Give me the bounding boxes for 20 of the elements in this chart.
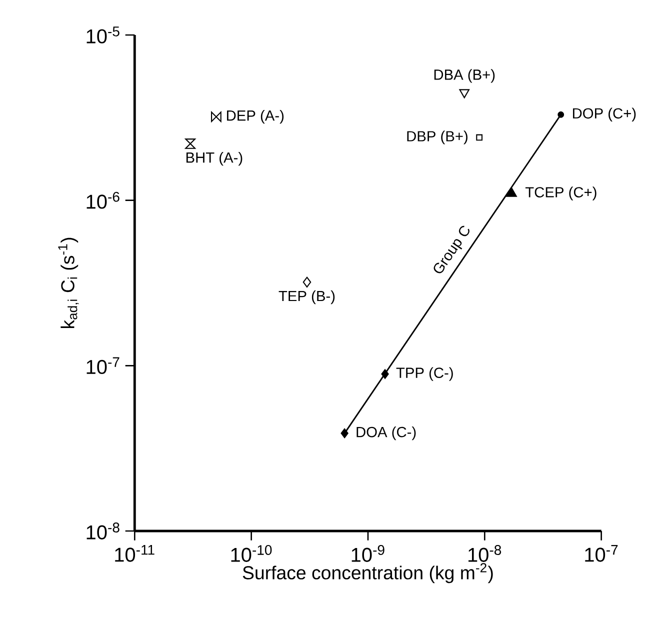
x-tick-label: 10$^{-9}$ <box>352 545 384 562</box>
series-label: TEP (B-) <box>278 290 335 304</box>
x-tick-label: 10$^{-8}$ <box>468 545 502 562</box>
series-label: TCEP (C+) <box>525 186 596 200</box>
x-tick-label: 10$^{-11}$ <box>115 545 154 562</box>
y-tick-label: 10$^{-7}$ <box>86 357 120 374</box>
y-tick-label: 10$^{-6}$ <box>86 192 120 209</box>
series-label: DOP (C+) <box>573 108 636 122</box>
series-label: DBA (B+) <box>434 69 495 83</box>
x-axis-title: Surface concentration (kg m$^{-2}$) <box>242 563 493 584</box>
y-tick-label: 10$^{-8}$ <box>86 522 120 540</box>
series-label: DEP (A-) <box>227 110 284 124</box>
series-label: TPP (C-) <box>396 367 453 381</box>
series-label: DBP (B+) <box>407 130 468 144</box>
series-label: BHT (A-) <box>186 152 242 166</box>
y-tick-label: 10$^{-5}$ <box>86 26 120 44</box>
y-axis-title: k$_{ad,i}$ C$_{i}$ (s$^{-1}$) <box>58 238 79 328</box>
x-tick-label: 10$^{-7}$ <box>585 545 618 562</box>
series-label: DOA (C-) <box>356 426 416 440</box>
x-tick-label: 10$^{-10}$ <box>231 545 272 562</box>
